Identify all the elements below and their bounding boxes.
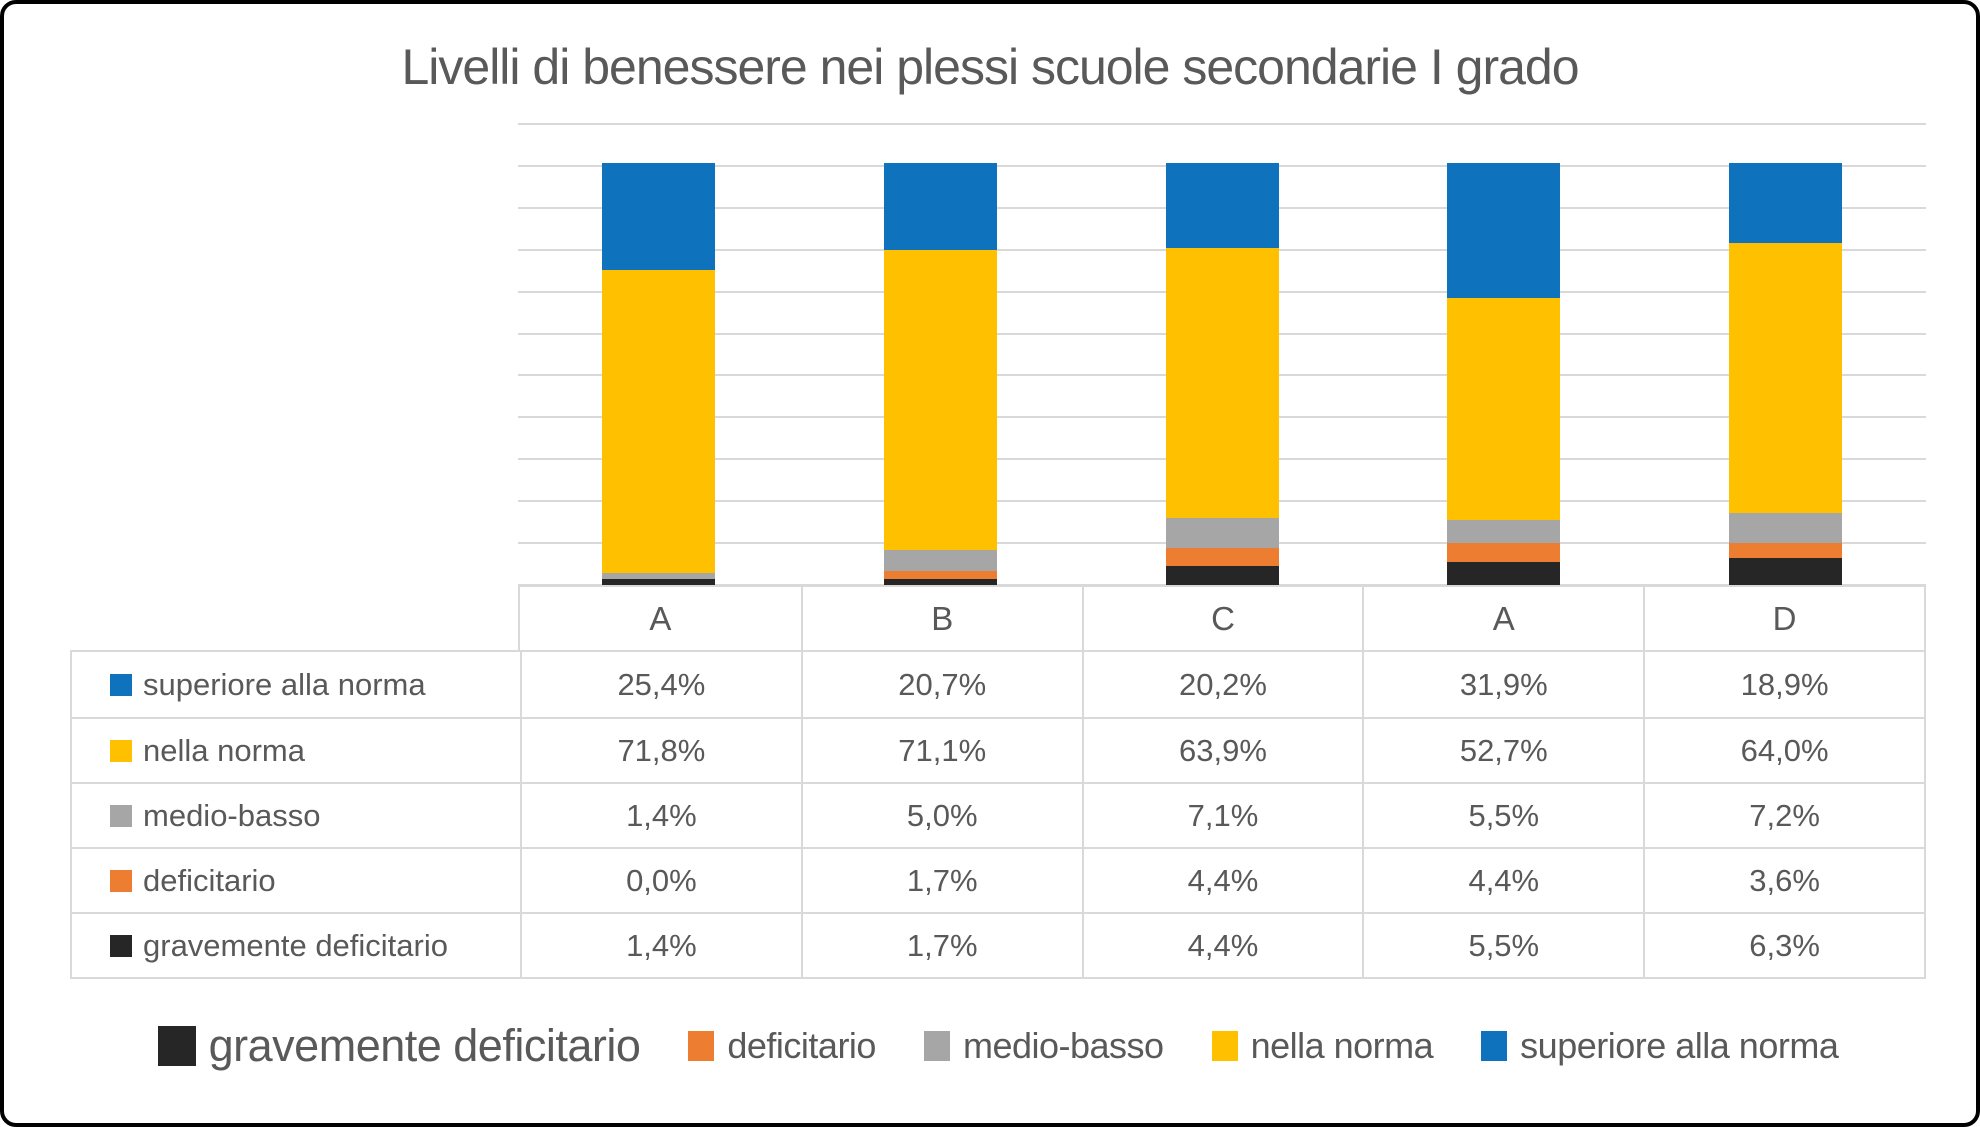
column-header: A [649, 599, 672, 637]
row-label: superiore alla norma [72, 652, 520, 717]
value-cell: 18,9% [1643, 652, 1924, 717]
value-cell: 20,7% [800, 652, 1082, 717]
series-swatch-icon [110, 804, 132, 827]
legend-item: superiore alla norma [1481, 1025, 1839, 1067]
row-label: medio-basso [72, 782, 520, 847]
value-cell: 25,4% [520, 652, 801, 717]
row-label-text: deficitario [143, 862, 276, 898]
column-header: C [1081, 587, 1363, 650]
value-cell: 64,0% [1643, 717, 1924, 782]
row-label: nella norma [72, 717, 520, 782]
value-cell: 20,2% [1081, 652, 1363, 717]
legend-label: medio-basso [962, 1025, 1164, 1066]
legend-swatch-icon [688, 1031, 715, 1061]
legend-item: gravemente deficitario [157, 1020, 641, 1072]
row-label-text: medio-basso [143, 797, 321, 833]
segment-superiore-alla-norma [883, 163, 997, 251]
value-cell: 7,2% [1643, 782, 1924, 847]
value-cell: 0,0% [520, 847, 801, 912]
series-swatch-icon [110, 934, 132, 957]
legend-swatch-icon [1481, 1031, 1508, 1061]
bar-3-C [1165, 163, 1279, 586]
legend-swatch-icon [923, 1031, 950, 1061]
legend-label: gravemente deficitario [208, 1020, 641, 1071]
value-cell: 7,1% [1081, 782, 1363, 847]
value-cell: 1,4% [520, 912, 801, 977]
legend-item: deficitario [688, 1025, 876, 1067]
chart-title: Livelli di benessere nei plessi scuole s… [401, 39, 1579, 95]
legend-label: nella norma [1250, 1025, 1434, 1066]
segment-deficitario [1447, 543, 1561, 562]
value-cell: 31,9% [1362, 652, 1643, 717]
segment-gravemente-deficitario [1447, 561, 1561, 585]
segment-gravemente-deficitario [602, 579, 716, 585]
bar-4-A [1447, 163, 1561, 585]
segment-medio-basso [1165, 517, 1279, 548]
bar-1-A [602, 163, 716, 585]
segment-medio-basso [1447, 519, 1561, 544]
data-table-body: superiore alla norma 25,4% 20,7% 20,2% 31,9%… [70, 650, 1926, 979]
value-cell: 4,4% [1081, 847, 1363, 912]
legend-label: superiore alla norma [1520, 1025, 1839, 1066]
segment-superiore-alla-norma [602, 163, 716, 271]
value-cell: 5,5% [1362, 782, 1644, 847]
series-swatch-icon [110, 869, 132, 892]
segment-nella-norma [883, 250, 997, 551]
segment-medio-basso [1728, 512, 1842, 544]
row-label-text: nella norma [143, 732, 305, 768]
value-cell: 63,9% [1081, 717, 1363, 782]
value-cell: 4,4% [1081, 912, 1363, 977]
value-cell: 1,4% [520, 782, 801, 847]
column-header: D [1643, 587, 1924, 650]
column-header: A [1362, 587, 1643, 650]
series-swatch-icon [110, 739, 132, 762]
segment-nella-norma [602, 270, 716, 574]
value-cell: 5,5% [1362, 912, 1644, 977]
segment-gravemente-deficitario [883, 578, 997, 586]
value-cell: 71,8% [520, 717, 801, 782]
value-cell: 71,1% [800, 717, 1082, 782]
segment-gravemente-deficitario [1728, 558, 1842, 586]
legend-swatch-icon [1211, 1031, 1238, 1061]
segment-medio-basso [602, 573, 716, 580]
bar-5-D [1728, 163, 1842, 586]
value-cell: 1,7% [800, 912, 1082, 977]
value-cell: 5,0% [800, 782, 1082, 847]
segment-nella-norma [1165, 248, 1279, 518]
series-swatch-icon [110, 673, 132, 696]
segment-gravemente-deficitario [1165, 566, 1279, 586]
plot-area [518, 123, 1926, 586]
segment-superiore-alla-norma [1165, 163, 1279, 249]
legend-swatch-icon [157, 1026, 196, 1066]
row-label-text: superiore alla norma [143, 666, 426, 702]
row-label: gravemente deficitario [72, 912, 520, 977]
legend-item: nella norma [1211, 1025, 1434, 1067]
segment-superiore-alla-norma [1728, 163, 1842, 243]
segment-superiore-alla-norma [1447, 163, 1561, 298]
value-cell: 6,3% [1643, 912, 1924, 977]
segment-nella-norma [1447, 297, 1561, 520]
column-header: B [800, 587, 1082, 650]
legend-label: deficitario [727, 1025, 876, 1066]
value-cell: 3,6% [1643, 847, 1924, 912]
value-cell: 4,4% [1362, 847, 1644, 912]
segment-medio-basso [883, 550, 997, 572]
chart-legend: gravemente deficitario deficitario medio-b… [70, 1000, 1926, 1092]
segment-deficitario [1728, 543, 1842, 559]
bar-2-B [883, 163, 997, 586]
segment-deficitario [1165, 547, 1279, 567]
value-cell: 1,7% [800, 847, 1082, 912]
value-cell: 52,7% [1362, 717, 1644, 782]
gridline [518, 123, 1926, 125]
legend-item: medio-basso [923, 1025, 1164, 1067]
segment-deficitario [883, 571, 997, 579]
row-label-text: gravemente deficitario [143, 927, 448, 963]
segment-nella-norma [1728, 242, 1842, 513]
row-label: deficitario [72, 847, 520, 912]
